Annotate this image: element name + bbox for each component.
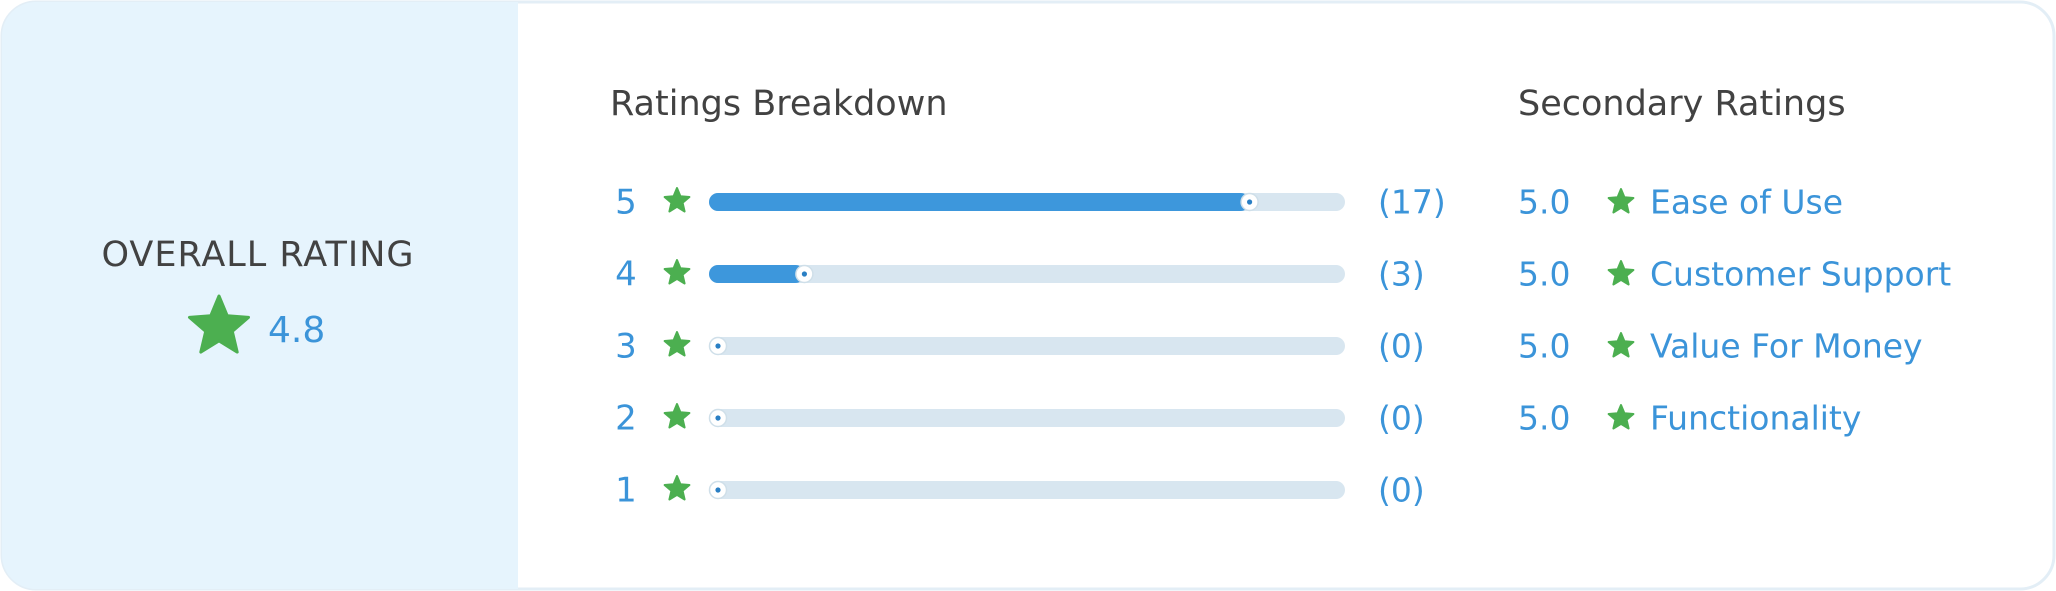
star-level: 4 [615,255,637,295]
star-icon [663,331,691,357]
star-icon [188,294,250,354]
overall-value: 4.8 [268,310,325,351]
secondary-rating: 5.0 [1518,183,1570,222]
overall-panel [2,2,518,589]
breakdown-title: Ratings Breakdown [610,84,948,124]
rating-count: (17) [1378,183,1446,222]
rating-count: (3) [1378,255,1425,294]
secondary-rating: 5.0 [1518,399,1570,438]
secondary-title: Secondary Ratings [1518,84,1846,124]
secondary-label: Functionality [1650,399,1861,438]
bar-track [709,409,1345,427]
star-icon [1607,404,1635,430]
bar-knob-dot [1247,199,1253,205]
bar-track [709,481,1345,499]
star-level: 5 [615,183,637,223]
bar-knob-dot [715,343,721,349]
bar-knob-dot [715,415,721,421]
star-icon [663,403,691,429]
star-icon [663,187,691,213]
star-level: 3 [615,327,637,367]
secondary-rating: 5.0 [1518,327,1570,366]
rating-count: (0) [1378,471,1425,510]
star-level: 2 [615,399,637,439]
bar-knob-dot [801,271,808,277]
bar-knob-dot [715,487,721,493]
bar-fill [709,193,1250,211]
overall-label: OVERALL RATING [101,235,414,275]
secondary-label: Value For Money [1650,327,1923,366]
secondary-label: Customer Support [1650,255,1951,294]
star-icon [663,259,691,285]
star-icon [663,475,691,501]
star-icon [1607,332,1635,358]
bar-fill [709,265,805,283]
secondary-rating: 5.0 [1518,255,1570,294]
star-icon [1607,260,1635,286]
star-level: 1 [615,471,637,511]
star-icon [1607,188,1635,214]
bar-track [709,265,1345,283]
bar-track [709,337,1345,355]
secondary-label: Ease of Use [1650,183,1843,222]
rating-count: (0) [1378,399,1425,438]
rating-count: (0) [1378,327,1425,366]
